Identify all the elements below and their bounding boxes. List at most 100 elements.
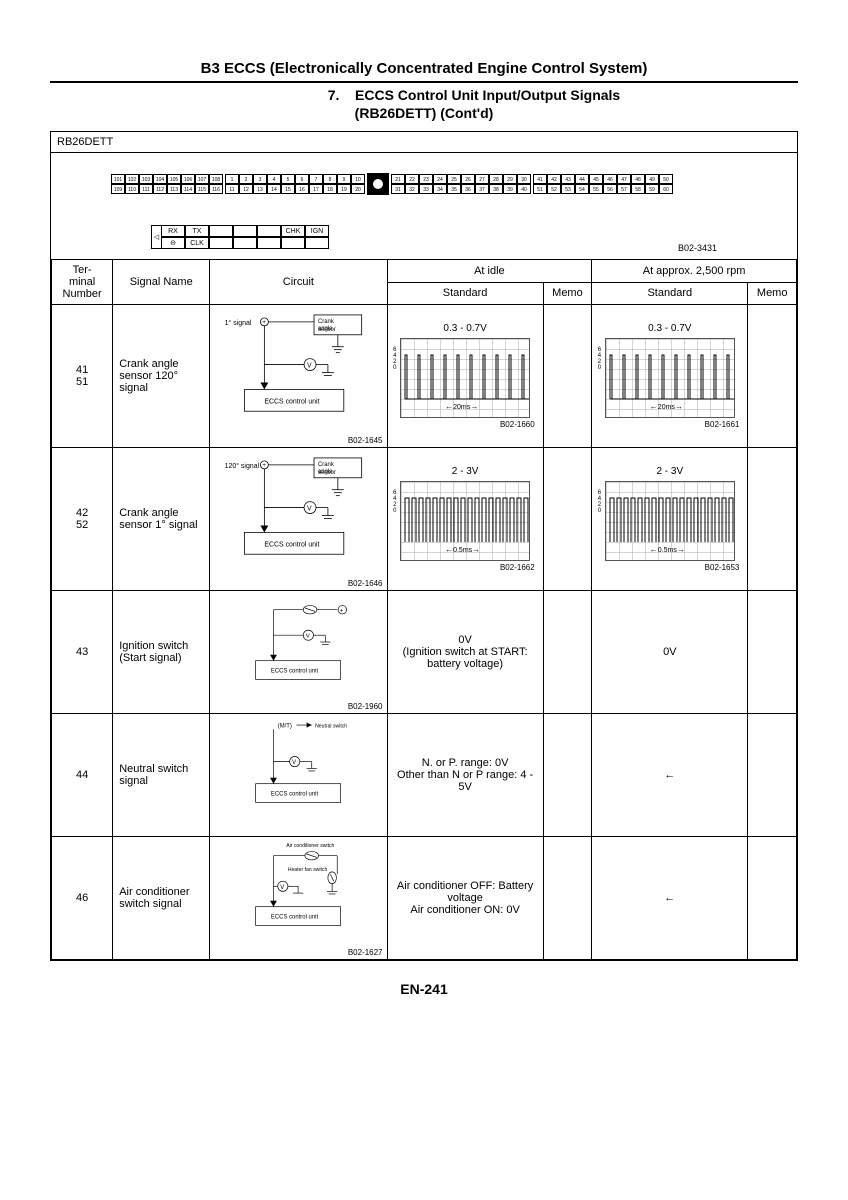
pin-cell: 30 bbox=[517, 174, 531, 184]
aux-pin bbox=[281, 237, 305, 249]
pin-cell: 8 bbox=[323, 174, 337, 184]
pin-cell: 112 bbox=[153, 184, 167, 194]
pin-cell: 7 bbox=[309, 174, 323, 184]
pin-cell: 27 bbox=[475, 174, 489, 184]
circuit-diagram-cell: (M/T) Neutral switch V ECCS control unit bbox=[210, 714, 387, 837]
pin-cell: 24 bbox=[433, 174, 447, 184]
signal-table: Ter- minal Number Signal Name Circuit At… bbox=[51, 259, 797, 960]
pin-cell: 38 bbox=[489, 184, 503, 194]
th-memo-rpm: Memo bbox=[748, 282, 797, 305]
pin-cell: 59 bbox=[645, 184, 659, 194]
th-circuit: Circuit bbox=[210, 260, 387, 305]
idle-standard-cell: Air conditioner OFF: Battery voltage Air… bbox=[387, 837, 543, 960]
section-sub: (RB26DETT) (Cont'd) bbox=[50, 105, 798, 121]
idle-memo-cell bbox=[543, 591, 592, 714]
svg-text:Crank: Crank bbox=[318, 319, 334, 325]
pin-cell: 44 bbox=[575, 174, 589, 184]
pin-cell: 10 bbox=[351, 174, 365, 184]
rpm-standard-cell: ← bbox=[592, 714, 748, 837]
aux-pin: IGN bbox=[305, 225, 329, 237]
pin-cell: 20 bbox=[351, 184, 365, 194]
pin-cell: 19 bbox=[337, 184, 351, 194]
svg-text:V: V bbox=[281, 885, 285, 891]
pin-cell: 2 bbox=[239, 174, 253, 184]
pin-cell: 22 bbox=[405, 174, 419, 184]
pin-cell: 32 bbox=[405, 184, 419, 194]
svg-text:ECCS control unit: ECCS control unit bbox=[271, 669, 319, 675]
pin-cell: 107 bbox=[195, 174, 209, 184]
th-standard-idle: Standard bbox=[387, 282, 543, 305]
th-terminal: Ter- minal Number bbox=[52, 260, 113, 305]
circuit-diagram-cell: + V ECCS control unit B02-1960 bbox=[210, 591, 387, 714]
svg-text:Heater fan switch: Heater fan switch bbox=[288, 867, 328, 873]
section-num: 7. bbox=[328, 87, 340, 103]
pin-cell: 58 bbox=[631, 184, 645, 194]
svg-text:(M/T): (M/T) bbox=[278, 724, 292, 730]
rpm-standard-cell: 0.3 - 0.7V ←20ms→ 6420 B02-1661 bbox=[592, 305, 748, 448]
idle-memo-cell bbox=[543, 837, 592, 960]
pin-cell: 5 bbox=[281, 174, 295, 184]
svg-text:V: V bbox=[307, 506, 312, 513]
aux-pin bbox=[233, 225, 257, 237]
signal-name-cell: Ignition switch (Start signal) bbox=[113, 591, 210, 714]
pin-cell: 18 bbox=[323, 184, 337, 194]
pin-cell: 57 bbox=[617, 184, 631, 194]
pin-cell: 29 bbox=[503, 174, 517, 184]
pin-cell: 13 bbox=[253, 184, 267, 194]
rpm-standard-cell: ← bbox=[592, 837, 748, 960]
rpm-memo-cell bbox=[748, 305, 797, 448]
pin-cell: 52 bbox=[547, 184, 561, 194]
pin-cell: 4 bbox=[267, 174, 281, 184]
pin-cell: 34 bbox=[433, 184, 447, 194]
connector-key-icon bbox=[367, 173, 389, 195]
pin-cell: 3 bbox=[253, 174, 267, 184]
pin-cell: 115 bbox=[195, 184, 209, 194]
main-content-box: RB26DETT 1011021031041051061071081091101… bbox=[50, 131, 798, 961]
th-standard-rpm: Standard bbox=[592, 282, 748, 305]
th-memo-idle: Memo bbox=[543, 282, 592, 305]
pin-cell: 101 bbox=[111, 174, 125, 184]
section-header: 7. ECCS Control Unit Input/Output Signal… bbox=[50, 87, 798, 103]
th-rpm: At approx. 2,500 rpm bbox=[592, 260, 797, 283]
pin-cell: 111 bbox=[139, 184, 153, 194]
pin-cell: 102 bbox=[125, 174, 139, 184]
rpm-standard-cell: 0V bbox=[592, 591, 748, 714]
svg-text:+: + bbox=[263, 320, 267, 326]
svg-text:V: V bbox=[306, 634, 310, 640]
pin-cell: 41 bbox=[533, 174, 547, 184]
idle-standard-cell: 2 - 3V ←0.5ms→ 6420 B02-1662 bbox=[387, 448, 543, 591]
rpm-memo-cell bbox=[748, 591, 797, 714]
rpm-memo-cell bbox=[748, 837, 797, 960]
idle-memo-cell bbox=[543, 448, 592, 591]
idle-memo-cell bbox=[543, 305, 592, 448]
pin-cell: 6 bbox=[295, 174, 309, 184]
pin-cell: 49 bbox=[645, 174, 659, 184]
pin-cell: 9 bbox=[337, 174, 351, 184]
aux-pin: ⊖ bbox=[161, 237, 185, 249]
pin-cell: 11 bbox=[225, 184, 239, 194]
svg-text:ECCS control unit: ECCS control unit bbox=[265, 398, 320, 405]
terminal-cell: 46 bbox=[52, 837, 113, 960]
terminal-cell: 41 51 bbox=[52, 305, 113, 448]
terminal-cell: 42 52 bbox=[52, 448, 113, 591]
pin-cell: 1 bbox=[225, 174, 239, 184]
pin-cell: 16 bbox=[295, 184, 309, 194]
pin-cell: 47 bbox=[617, 174, 631, 184]
circuit-diagram-cell: 120° signal + Crankanglesensor V ECCS co… bbox=[210, 448, 387, 591]
pin-cell: 114 bbox=[181, 184, 195, 194]
pin-cell: 42 bbox=[547, 174, 561, 184]
idle-memo-cell bbox=[543, 714, 592, 837]
pin-cell: 28 bbox=[489, 174, 503, 184]
pin-cell: 35 bbox=[447, 184, 461, 194]
pin-cell: 31 bbox=[391, 184, 405, 194]
pin-cell: 53 bbox=[561, 184, 575, 194]
pin-cell: 36 bbox=[461, 184, 475, 194]
pin-cell: 106 bbox=[181, 174, 195, 184]
pin-cell: 50 bbox=[659, 174, 673, 184]
pin-cell: 43 bbox=[561, 174, 575, 184]
svg-text:sensor: sensor bbox=[318, 327, 336, 333]
table-row: 46Air conditioner switch signal Air cond… bbox=[52, 837, 797, 960]
pin-cell: 103 bbox=[139, 174, 153, 184]
svg-text:V: V bbox=[292, 760, 296, 766]
svg-text:Air conditioner switch: Air conditioner switch bbox=[286, 843, 334, 849]
